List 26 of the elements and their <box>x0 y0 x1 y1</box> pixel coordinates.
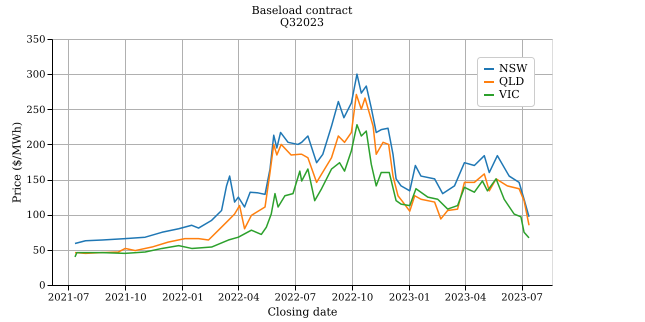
y-tick-label: 300 <box>26 70 46 81</box>
x-tick-label: 2023-04 <box>444 292 486 304</box>
chart-subtitle: Q32023 <box>280 16 324 29</box>
legend-label: QLD <box>499 75 524 88</box>
y-tick-label: 350 <box>26 34 46 46</box>
y-tick-label: 250 <box>26 104 46 116</box>
legend-label: VIC <box>498 88 520 101</box>
line-series <box>74 124 530 258</box>
x-tick-label: 2021-07 <box>48 292 90 304</box>
y-axis-title: Price ($/MWh) <box>10 122 24 204</box>
chart-title: Baseload contract <box>252 4 353 17</box>
x-tick-label: 2022-04 <box>218 292 260 304</box>
y-tick-label: 150 <box>26 175 46 186</box>
x-tick-label: 2022-01 <box>162 292 204 304</box>
y-tick-label: 200 <box>26 140 46 151</box>
x-tick-label: 2021-10 <box>105 292 147 304</box>
x-axis-title: Closing date <box>268 306 338 318</box>
y-tick-label: 50 <box>32 245 46 256</box>
x-tick-label: 2022-07 <box>274 292 316 304</box>
y-tick-label: 100 <box>26 210 46 222</box>
y-tick-label: 0 <box>39 280 46 292</box>
line-series <box>74 73 530 244</box>
x-tick-label: 2023-01 <box>388 292 430 304</box>
x-tick-label: 2023-07 <box>501 292 543 304</box>
x-tick-label: 2022-10 <box>332 292 374 304</box>
legend-label: NSW <box>499 62 528 75</box>
